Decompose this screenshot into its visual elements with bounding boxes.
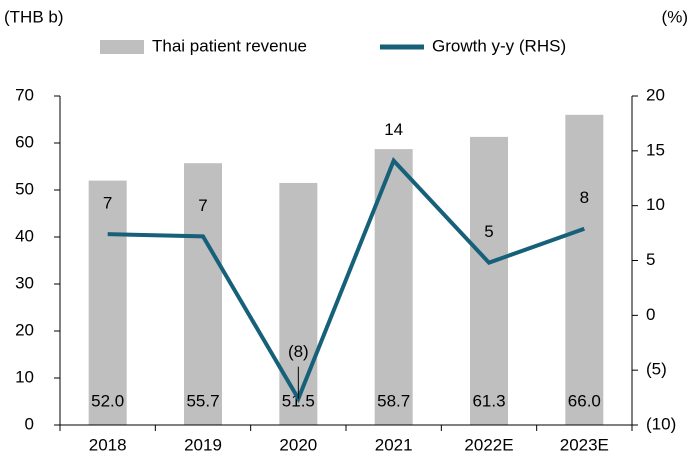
bar-value-label: 61.3 [472, 391, 505, 410]
bar-value-label: 66.0 [568, 391, 601, 410]
y2-tick-label: 0 [646, 305, 655, 324]
y2-tick-label: 5 [646, 250, 655, 269]
x-tick-label: 2023E [560, 435, 609, 454]
line-value-label: 7 [103, 194, 112, 213]
x-tick-label: 2018 [89, 435, 127, 454]
line-value-label: (8) [288, 342, 309, 361]
line-value-label: 7 [198, 196, 207, 215]
x-tick-label: 2019 [184, 435, 222, 454]
legend-swatch [100, 40, 144, 54]
bar [88, 180, 127, 425]
bar [565, 114, 604, 426]
y2-tick-label: (10) [646, 414, 676, 433]
x-tick-label: 2022E [464, 435, 513, 454]
bar-value-label: 58.7 [377, 391, 410, 410]
bar [470, 136, 508, 425]
y2-tick-label: 15 [646, 140, 665, 159]
y2-tick-label: (5) [646, 360, 667, 379]
line-value-label: 8 [580, 188, 589, 207]
y-tick-label: 60 [15, 132, 34, 151]
y-tick-label: 30 [15, 273, 34, 292]
bar-value-label: 55.7 [186, 391, 219, 410]
y-axis-label: (THB b) [4, 7, 64, 26]
y-tick-label: 20 [15, 320, 34, 339]
x-tick-label: 2020 [279, 435, 317, 454]
y-tick-label: 0 [25, 414, 34, 433]
line-value-label: 5 [484, 222, 493, 241]
y-tick-label: 70 [15, 85, 34, 104]
y-tick-label: 10 [15, 367, 34, 386]
y2-tick-label: 20 [646, 85, 665, 104]
x-tick-label: 2021 [375, 435, 413, 454]
y2-axis-label: (%) [662, 7, 688, 26]
legend-label: Thai patient revenue [152, 36, 307, 55]
line [107, 157, 586, 404]
bar [184, 163, 222, 425]
line-value-label: 14 [384, 120, 403, 139]
y-tick-label: 50 [15, 179, 34, 198]
y-tick-label: 40 [15, 226, 34, 245]
legend-label: Growth y-y (RHS) [432, 36, 566, 55]
bar-value-label: 52.0 [91, 391, 124, 410]
y2-tick-label: 10 [646, 195, 665, 214]
